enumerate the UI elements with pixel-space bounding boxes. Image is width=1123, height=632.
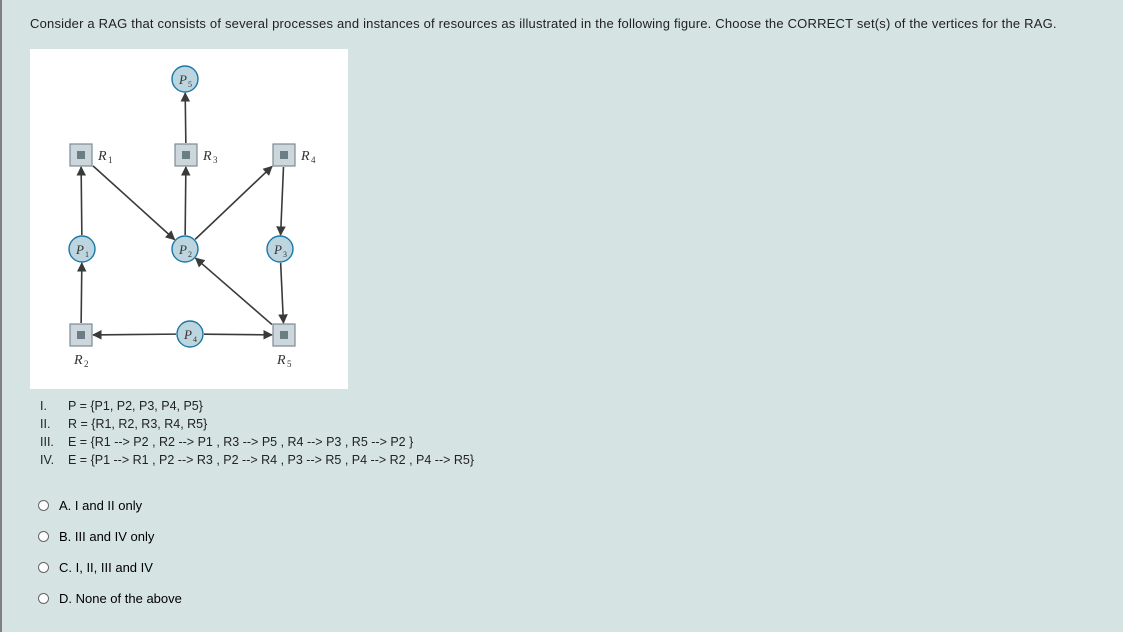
radio-icon xyxy=(38,531,49,542)
statement-num: II. xyxy=(40,415,68,433)
svg-text:5: 5 xyxy=(188,80,192,89)
svg-text:3: 3 xyxy=(283,250,287,259)
question-card: Consider a RAG that consists of several … xyxy=(10,12,1115,626)
radio-icon xyxy=(38,593,49,604)
statement-text: P = {P1, P2, P3, P4, P5} xyxy=(68,397,203,415)
svg-text:1: 1 xyxy=(108,155,113,165)
option-label: A. I and II only xyxy=(59,498,142,513)
radio-icon xyxy=(38,500,49,511)
svg-text:P: P xyxy=(273,242,282,257)
option-label: D. None of the above xyxy=(59,591,182,606)
statement-row: III. E = {R1 --> P2 , R2 --> P1 , R3 -->… xyxy=(40,433,1095,451)
svg-text:R: R xyxy=(300,149,310,164)
svg-text:R: R xyxy=(276,353,286,368)
rag-diagram: R1R3R4R2R5P5P1P2P3P4 xyxy=(30,49,348,389)
svg-text:4: 4 xyxy=(311,155,316,165)
statement-num: I. xyxy=(40,397,68,415)
svg-text:P: P xyxy=(178,242,187,257)
svg-text:P: P xyxy=(75,242,84,257)
option-label: C. I, II, III and IV xyxy=(59,560,153,575)
svg-text:R: R xyxy=(97,149,107,164)
svg-text:P: P xyxy=(183,327,192,342)
svg-text:4: 4 xyxy=(193,335,197,344)
statement-row: II. R = {R1, R2, R3, R4, R5} xyxy=(40,415,1095,433)
options-block: A. I and II only B. III and IV only C. I… xyxy=(38,498,1095,606)
option-c[interactable]: C. I, II, III and IV xyxy=(38,560,1095,575)
statement-row: I. P = {P1, P2, P3, P4, P5} xyxy=(40,397,1095,415)
option-label: B. III and IV only xyxy=(59,529,154,544)
option-d[interactable]: D. None of the above xyxy=(38,591,1095,606)
statement-text: R = {R1, R2, R3, R4, R5} xyxy=(68,415,207,433)
svg-text:R: R xyxy=(73,353,83,368)
statements-block: I. P = {P1, P2, P3, P4, P5} II. R = {R1,… xyxy=(40,397,1095,470)
radio-icon xyxy=(38,562,49,573)
svg-text:2: 2 xyxy=(188,250,192,259)
statement-row: IV. E = {P1 --> R1 , P2 --> R3 , P2 --> … xyxy=(40,451,1095,469)
statement-text: E = {P1 --> R1 , P2 --> R3 , P2 --> R4 ,… xyxy=(68,451,474,469)
svg-text:3: 3 xyxy=(213,155,218,165)
option-a[interactable]: A. I and II only xyxy=(38,498,1095,513)
option-b[interactable]: B. III and IV only xyxy=(38,529,1095,544)
svg-text:2: 2 xyxy=(84,359,89,369)
svg-text:P: P xyxy=(178,72,187,87)
svg-text:R: R xyxy=(202,149,212,164)
statement-num: III. xyxy=(40,433,68,451)
svg-text:5: 5 xyxy=(287,359,292,369)
svg-text:1: 1 xyxy=(85,250,89,259)
statement-text: E = {R1 --> P2 , R2 --> P1 , R3 --> P5 ,… xyxy=(68,433,413,451)
diagram-svg: R1R3R4R2R5P5P1P2P3P4 xyxy=(30,49,348,389)
question-text: Consider a RAG that consists of several … xyxy=(30,16,1095,31)
statement-num: IV. xyxy=(40,451,68,469)
